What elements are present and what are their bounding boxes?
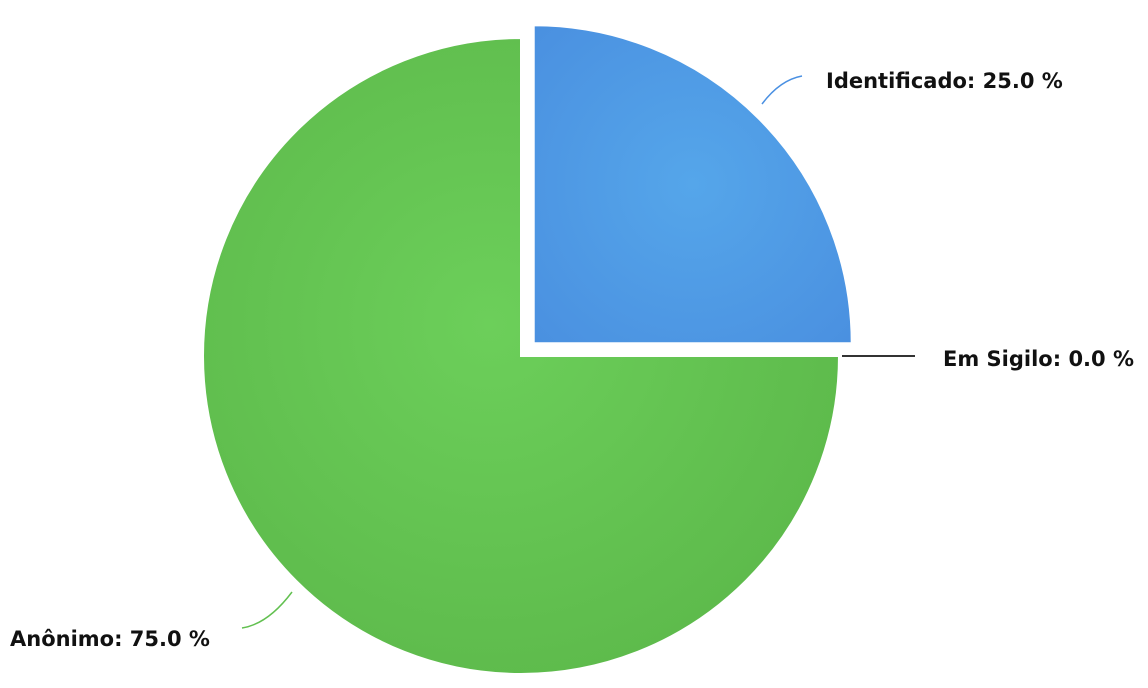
data-label-em-sigilo: Em Sigilo: 0.0 %: [943, 347, 1134, 371]
leader-lines: [241, 75, 915, 629]
data-label-identificado: Identificado: 25.0 %: [826, 69, 1063, 93]
data-labels: Identificado: 25.0 % Em Sigilo: 0.0 % Anôn…: [10, 69, 1134, 651]
leader-line-anonimo: [241, 591, 293, 629]
pie-slice-anonimo[interactable]: [202, 36, 841, 675]
leader-line-identificado: [761, 75, 803, 105]
pie-slices: [202, 24, 853, 675]
data-label-anonimo: Anônimo: 75.0 %: [10, 627, 210, 651]
pie-slice-identificado[interactable]: [532, 24, 853, 345]
